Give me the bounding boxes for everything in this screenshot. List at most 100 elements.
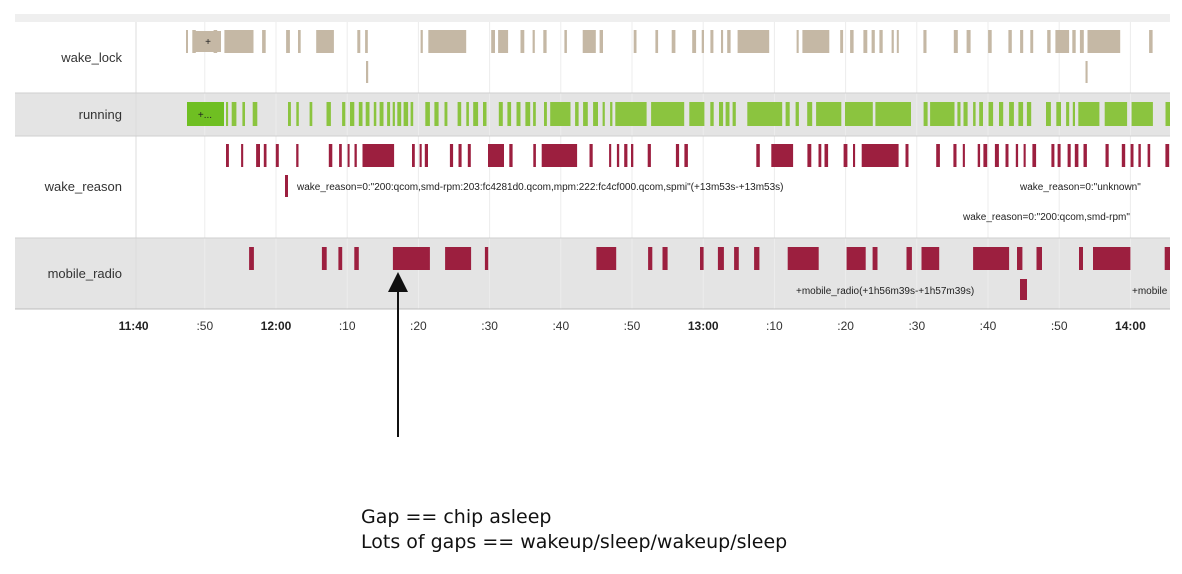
- activity-bar: [719, 102, 724, 126]
- activity-bar: [843, 144, 848, 167]
- activity-bar: [192, 30, 196, 53]
- tick-label: 13:00: [688, 319, 719, 333]
- activity-bar: [853, 144, 856, 167]
- lane-label-running: running: [79, 107, 122, 122]
- activity-bar: [328, 144, 333, 167]
- activity-bar: [275, 144, 279, 167]
- activity-bar: [362, 144, 395, 167]
- activity-bar: [872, 247, 878, 270]
- activity-bar: [1030, 30, 1034, 53]
- activity-bar: [906, 247, 912, 270]
- activity-bar: [973, 102, 976, 126]
- activity-bar: [1130, 144, 1134, 167]
- activity-bar: [392, 247, 430, 270]
- activity-bar: [1005, 144, 1009, 167]
- activity-bar: [428, 30, 467, 53]
- activity-bar: [366, 61, 369, 83]
- activity-bar: [449, 144, 454, 167]
- activity-bar: [648, 247, 653, 270]
- activity-bar: [875, 102, 911, 126]
- activity-bar: [602, 102, 605, 126]
- activity-bar: [564, 30, 567, 53]
- activity-bar: [631, 144, 634, 167]
- activity-bar: [651, 102, 685, 126]
- tick-label: :40: [980, 319, 997, 333]
- activity-bar: [1051, 144, 1055, 167]
- activity-bar: [818, 144, 822, 167]
- activity-bar: [589, 144, 593, 167]
- activity-bar: [994, 144, 999, 167]
- activity-bar: [457, 102, 462, 126]
- activity-bar: [710, 30, 714, 53]
- activity-bar: [543, 30, 547, 53]
- activity-bar: [288, 102, 291, 126]
- caption: Gap == chip asleep Lots of gaps == wakeu…: [361, 505, 787, 555]
- activity-bar: [896, 30, 899, 53]
- activity-bar: [263, 144, 267, 167]
- activity-bar: [241, 144, 244, 167]
- mobile-radio-annotation-2: +mobile: [1132, 286, 1168, 297]
- tick-label: :50: [1051, 319, 1068, 333]
- activity-bar: [850, 30, 854, 53]
- activity-bar: [392, 102, 395, 126]
- activity-bar: [1131, 102, 1153, 126]
- tick-label: :10: [766, 319, 783, 333]
- activity-bar: [296, 102, 299, 126]
- activity-bar: [1046, 102, 1051, 126]
- activity-bar: [953, 144, 957, 167]
- activity-bar: [249, 247, 254, 270]
- activity-bar: [444, 102, 448, 126]
- running-group-box[interactable]: [187, 102, 224, 126]
- activity-bar: [488, 144, 504, 167]
- activity-bar: [1032, 144, 1037, 167]
- activity-bar: [365, 30, 368, 53]
- activity-bar: [357, 30, 361, 53]
- top-edge: [15, 14, 1170, 22]
- activity-bar: [771, 144, 794, 167]
- activity-bar: [923, 102, 928, 126]
- mobile-radio-annotation-mark: [1020, 279, 1027, 300]
- activity-bar: [610, 102, 613, 126]
- activity-bar: [1105, 144, 1109, 167]
- activity-bar: [342, 102, 346, 126]
- activity-bar: [473, 102, 479, 126]
- activity-bar: [296, 144, 299, 167]
- activity-bar: [710, 102, 714, 126]
- activity-bar: [655, 30, 659, 53]
- activity-bar: [491, 30, 495, 53]
- activity-bar: [615, 102, 647, 126]
- wake-lock-group-box-label: +: [205, 37, 211, 48]
- activity-bar: [979, 102, 983, 126]
- activity-bar: [684, 144, 688, 167]
- activity-bar: [1066, 102, 1070, 126]
- activity-bar: [256, 144, 260, 167]
- activity-bar: [807, 102, 813, 126]
- wake-lock-group-box[interactable]: [195, 31, 221, 52]
- tick-label: :50: [196, 319, 213, 333]
- lane-label-wake-lock: wake_lock: [60, 50, 122, 65]
- activity-bar: [1087, 30, 1121, 53]
- activity-bar: [498, 30, 509, 53]
- activity-bar: [1079, 30, 1084, 53]
- activity-bar: [583, 102, 588, 126]
- activity-bar: [1047, 30, 1051, 53]
- activity-bar: [930, 102, 955, 126]
- activity-bar: [544, 102, 547, 126]
- activity-bar: [754, 247, 760, 270]
- tick-label: :40: [552, 319, 569, 333]
- activity-bar: [737, 30, 770, 53]
- activity-bar: [1079, 247, 1083, 270]
- activity-bar: [1057, 144, 1061, 167]
- activity-bar: [321, 247, 327, 270]
- activity-bar: [507, 102, 512, 126]
- activity-bar: [412, 144, 415, 167]
- activity-bar: [662, 247, 668, 270]
- activity-bar: [891, 30, 894, 53]
- tick-label: :10: [339, 319, 356, 333]
- activity-bar: [498, 102, 503, 126]
- activity-bar: [582, 30, 596, 53]
- activity-bar: [732, 102, 736, 126]
- activity-bar: [725, 102, 730, 126]
- activity-bar: [434, 102, 439, 126]
- activity-bar: [424, 144, 428, 167]
